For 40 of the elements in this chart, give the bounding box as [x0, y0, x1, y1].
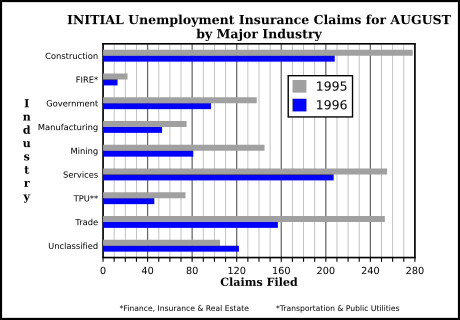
y-tick-label: TPU** [74, 195, 98, 202]
y-tick-label: Unclassified [48, 242, 98, 250]
x-axis-title: Claims Filed [220, 277, 298, 286]
legend-label: 1996 [317, 100, 347, 110]
bar [103, 168, 388, 174]
x-tick-label: 40 [142, 266, 154, 274]
bar [103, 240, 220, 246]
bar [103, 192, 186, 198]
y-tick-label: Trade [75, 218, 98, 226]
bar [103, 97, 257, 104]
bar [103, 74, 128, 80]
bar [103, 79, 118, 86]
y-tick-label: Manufacturing [38, 124, 98, 132]
bar [103, 174, 334, 180]
y-tick-label: Mining [71, 148, 98, 156]
bar [103, 150, 194, 157]
y-tick-label: FIRE* [76, 76, 98, 83]
y-axis-title: Industry [22, 99, 31, 203]
bar [103, 222, 278, 228]
y-tick-label: Government [46, 100, 98, 106]
bar [103, 198, 154, 204]
bar [103, 56, 335, 62]
x-tick-label: 240 [362, 266, 379, 274]
chart-title: INITIAL Unemployment Insurance Claims for AUGUST by Major Industry [68, 14, 451, 42]
x-tick-label: 120 [228, 266, 246, 274]
y-tick-label: Construction [46, 52, 98, 59]
y-tick-label: Services [64, 171, 98, 178]
x-tick-label: 0 [100, 266, 106, 274]
x-tick-label: 280 [406, 266, 424, 274]
bar [103, 246, 239, 252]
x-tick-label: 160 [273, 266, 290, 274]
bar [103, 126, 162, 133]
bar [103, 121, 187, 127]
legend-label: 1995 [317, 81, 346, 91]
x-tick-label: 80 [186, 266, 198, 274]
bar [103, 144, 265, 151]
bar [103, 50, 413, 56]
x-tick-label: 200 [317, 266, 334, 274]
bar [103, 216, 385, 222]
bar [103, 103, 212, 110]
